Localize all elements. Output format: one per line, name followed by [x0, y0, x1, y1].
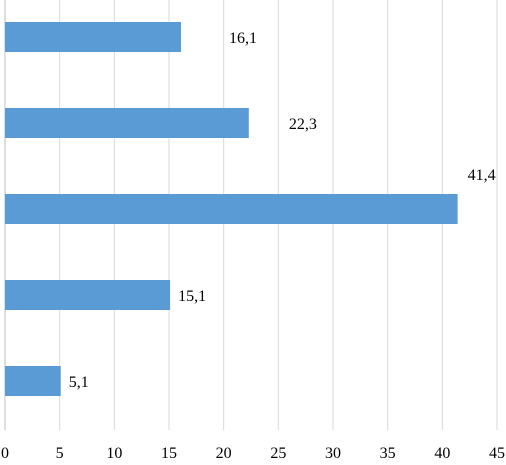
x-tick-label-45: 45	[489, 445, 505, 460]
bar-4	[5, 22, 182, 52]
data-labels: 5,1 15,1 41,4 22,3 16,1	[69, 30, 496, 391]
bar-3	[5, 108, 249, 138]
data-label-4: 16,1	[229, 30, 257, 47]
x-tick-label-5: 5	[56, 445, 64, 460]
bar-2	[5, 194, 458, 224]
bars	[5, 22, 458, 396]
data-label-1: 15,1	[178, 288, 206, 305]
bar-0	[5, 366, 61, 396]
x-axis: 0 5 10 15 20 25 30 35 40 45	[1, 445, 505, 462]
data-label-0: 5,1	[69, 374, 89, 391]
x-tick-label-25: 25	[270, 445, 286, 460]
x-tick-label-30: 30	[325, 445, 341, 460]
x-tick-label-15: 15	[161, 445, 177, 460]
x-tick-label-0: 0	[1, 445, 9, 460]
x-tick-label-40: 40	[434, 445, 450, 460]
x-tick-label-10: 10	[106, 445, 122, 460]
data-label-2: 41,4	[468, 167, 496, 184]
bar-1	[5, 280, 171, 310]
data-label-3: 22,3	[289, 116, 317, 133]
x-tick-label-35: 35	[380, 445, 396, 460]
x-tick-label-20: 20	[216, 445, 232, 460]
